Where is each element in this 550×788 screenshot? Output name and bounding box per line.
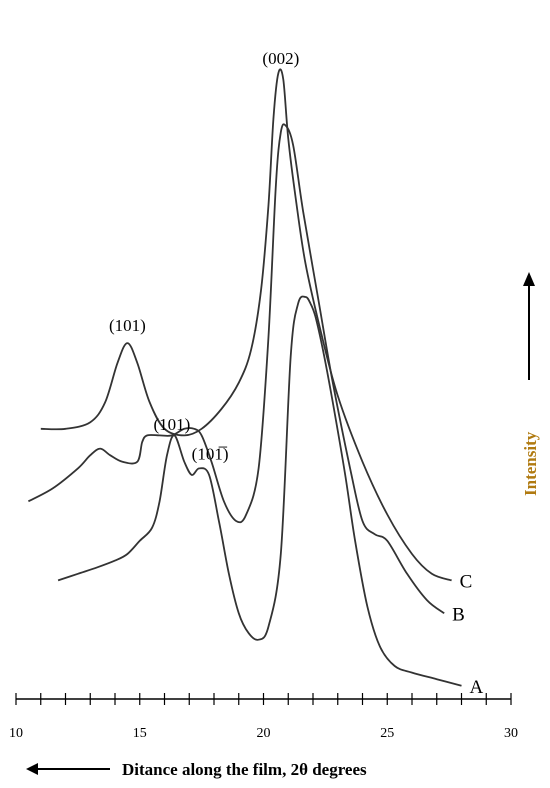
peak-label: (101) bbox=[109, 316, 146, 335]
left-arrow-icon bbox=[26, 763, 38, 775]
peak-label: (101) bbox=[154, 415, 191, 434]
curve-label-c: C bbox=[460, 571, 473, 592]
curve-a bbox=[57, 295, 462, 687]
x-tick-label: 25 bbox=[380, 726, 394, 741]
x-tick-label: 20 bbox=[257, 726, 271, 741]
x-axis-ticks bbox=[15, 693, 512, 705]
curve-label-a: A bbox=[470, 677, 484, 698]
annotations-group: (002)(101)(101)(101̅) bbox=[109, 49, 299, 463]
x-tick-label: 30 bbox=[504, 726, 518, 741]
x-axis-tick-labels: 10 15 20 25 30 bbox=[9, 726, 518, 741]
curve-c bbox=[40, 68, 452, 582]
x-tick-label: 15 bbox=[133, 726, 147, 741]
curve-labels-group: CB A bbox=[452, 571, 483, 697]
peak-label: (101̅) bbox=[192, 445, 229, 464]
x-tick-label: 10 bbox=[9, 726, 23, 741]
curve-label-b: B bbox=[452, 604, 465, 625]
curve-b bbox=[27, 123, 445, 615]
peak-label: (002) bbox=[262, 49, 299, 68]
curves-group bbox=[27, 68, 462, 687]
y-axis-label: Intensity bbox=[521, 431, 540, 496]
up-arrow-icon bbox=[523, 272, 535, 286]
x-axis-label: Ditance along the film, 2θ degrees bbox=[122, 760, 367, 779]
